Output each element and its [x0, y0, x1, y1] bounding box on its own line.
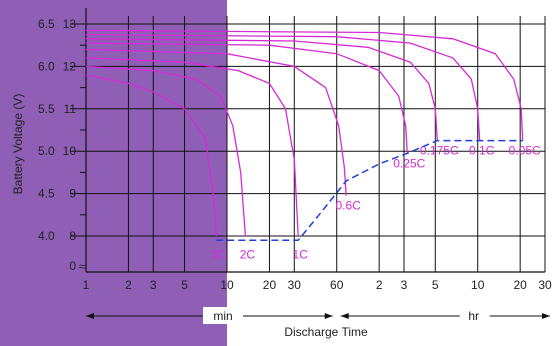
y-tick-cell: 5.5: [38, 102, 55, 116]
y-tick-battery: 9: [69, 187, 76, 201]
y-tick-battery: 10: [63, 144, 77, 158]
x-tick-label: 30: [288, 278, 302, 292]
discharge-curve: [85, 48, 347, 196]
axis-break-symbol: ≈: [79, 260, 86, 274]
y-tick-battery: 13: [63, 17, 77, 31]
curve-label: 0.6C: [335, 199, 361, 213]
discharge-curve: [85, 38, 438, 141]
x-tick-label: 10: [471, 278, 485, 292]
y-tick-battery: 12: [63, 59, 77, 73]
x-tick-label: 3: [150, 278, 157, 292]
discharge-curve: [85, 29, 524, 141]
discharge-curve: [85, 57, 299, 237]
discharge-curve: [85, 33, 481, 141]
x-tick-label: 60: [330, 278, 344, 292]
discharge-curve: [85, 65, 247, 237]
x-axis-title: Discharge Time: [284, 325, 368, 339]
discharge-curve: [85, 42, 408, 154]
x-tick-label: 20: [263, 278, 277, 292]
x-tick-label: 20: [513, 278, 527, 292]
x-tick-label: 10: [220, 278, 234, 292]
discharge-curve: [85, 74, 217, 237]
y-tick-battery: 8: [69, 229, 76, 243]
x-tick-label: 2: [376, 278, 383, 292]
curve-label: 2C: [240, 247, 256, 261]
curve-label: 0.1C: [469, 144, 495, 158]
curve-label: 3C: [211, 247, 227, 261]
curve-label: 0.05C: [509, 144, 541, 158]
x-tick-label: 5: [181, 278, 188, 292]
y-tick-cell: 5.0: [38, 144, 55, 158]
hr-arrow-left: [340, 313, 349, 319]
x-tick-label: 2: [125, 278, 132, 292]
y-tick-battery: 11: [64, 102, 77, 116]
hr-label-bg: [459, 307, 490, 324]
shaded-minutes-region: [0, 0, 228, 346]
y-tick-cell: 4.0: [38, 229, 55, 243]
x-tick-label: 30: [538, 278, 552, 292]
curve-label: 1C: [293, 247, 309, 261]
x-unit-hr: hr: [468, 309, 479, 323]
x-tick-label: 5: [432, 278, 439, 292]
curve-label: 0.175C: [420, 144, 459, 158]
y-tick-cell: 6.5: [38, 17, 55, 31]
y-tick-cell: 6.0: [38, 59, 55, 73]
hr-arrow-right: [542, 313, 550, 319]
x-tick-label: 3: [401, 278, 408, 292]
min-label-bg: [203, 307, 244, 324]
end-voltage-line: [216, 139, 523, 241]
x-tick-label: 1: [83, 278, 90, 292]
y-axis-title: Battery Voltage (V): [11, 94, 25, 195]
x-unit-min: min: [213, 309, 232, 323]
y-tick-battery: 0: [69, 259, 76, 273]
min-arrow-right: [324, 313, 333, 319]
curve-label: 0.25C: [393, 156, 425, 170]
min-arrow-left: [86, 313, 94, 319]
y-tick-cell: 4.5: [38, 187, 55, 201]
